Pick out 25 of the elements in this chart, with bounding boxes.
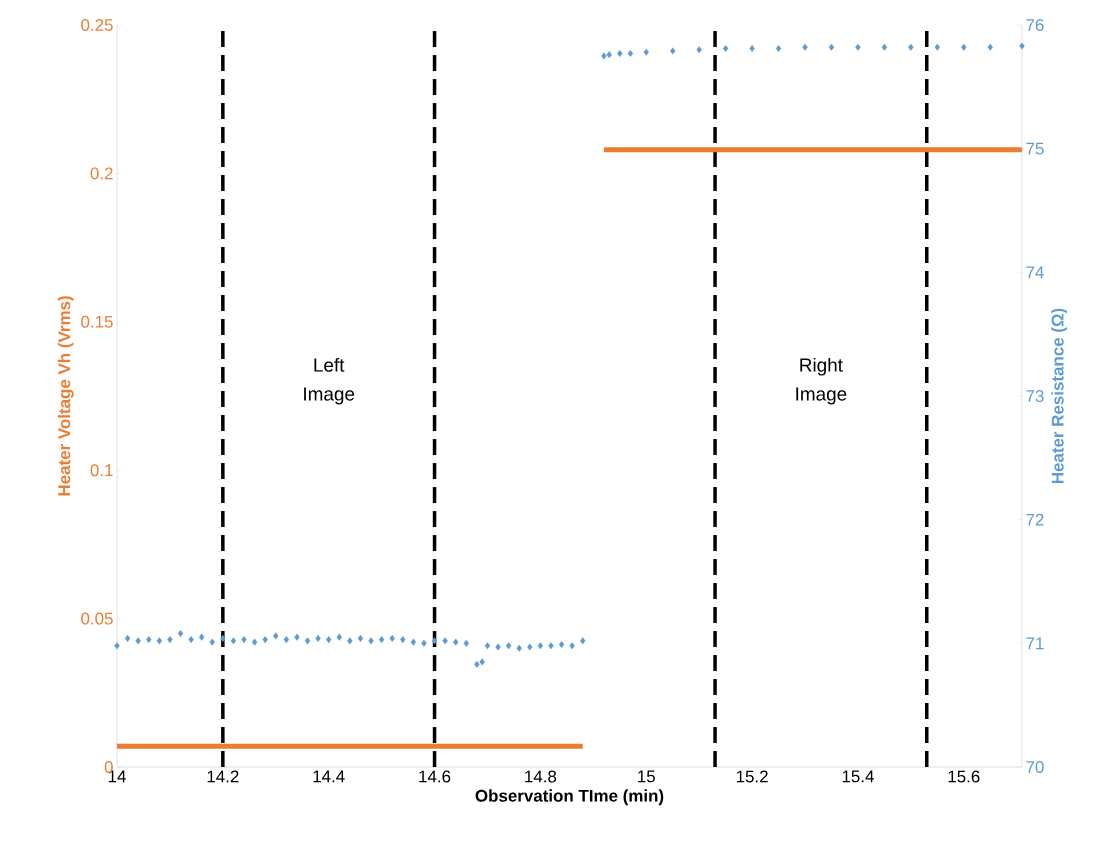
y2-tick-label: 72 bbox=[1026, 513, 1044, 526]
y-tick-label: 0.25 bbox=[81, 18, 113, 31]
y-tick-label: 0.1 bbox=[90, 464, 113, 477]
y2-tick-label: 71 bbox=[1026, 637, 1044, 650]
x-axis-title: Observation TIme (min) bbox=[475, 789, 664, 806]
y2-tick-label: 74 bbox=[1026, 266, 1044, 279]
y2-tick-label: 73 bbox=[1026, 390, 1044, 402]
y2-tick-label: 75 bbox=[1026, 142, 1044, 155]
x-tick-label: 15.4 bbox=[842, 770, 874, 783]
y-tick-label: 0.05 bbox=[81, 612, 113, 625]
x-tick-label: 15.6 bbox=[948, 770, 980, 783]
annotation: Right Image bbox=[796, 357, 847, 405]
y2-tick-label: 76 bbox=[1026, 18, 1044, 31]
x-tick-label: 15.2 bbox=[736, 770, 768, 783]
x-tick-label: 14.4 bbox=[313, 770, 345, 783]
y-axis-title: Heater Voltage Vh (Vrms) bbox=[57, 296, 74, 496]
x-tick-label: 15 bbox=[638, 770, 655, 783]
x-tick-label: 14.6 bbox=[419, 770, 451, 783]
y-tick-label: 0.2 bbox=[90, 167, 113, 180]
y2-tick-label: 70 bbox=[1026, 761, 1044, 773]
y-tick-label: 0.15 bbox=[81, 315, 113, 328]
x-tick-label: 14.8 bbox=[525, 770, 557, 783]
x-tick-label: 14.2 bbox=[207, 770, 239, 783]
annotation: Left Image bbox=[304, 357, 355, 405]
y2-axis-title: Heater Resistance (Ω) bbox=[1051, 308, 1067, 484]
